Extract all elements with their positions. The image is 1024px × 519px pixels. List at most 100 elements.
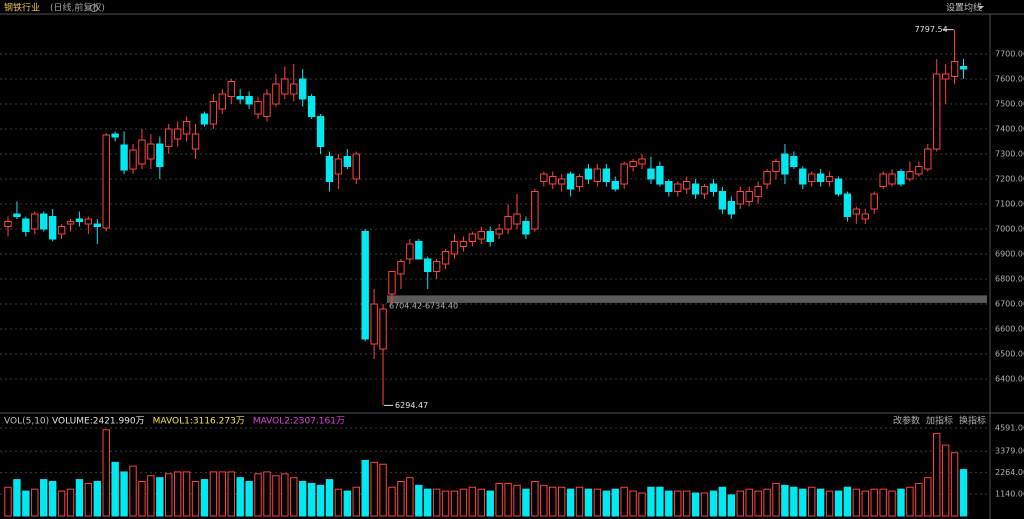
volume-bar — [522, 488, 530, 517]
candle-body — [933, 73, 941, 150]
volume-bar — [709, 490, 718, 517]
legend-text: VOLUME:2421.990万 — [52, 417, 145, 427]
candle-body — [263, 93, 271, 117]
candle-body — [745, 191, 753, 202]
volume-bar — [40, 479, 48, 517]
high-label: 7797.54 — [915, 25, 948, 34]
volume-bar — [682, 490, 691, 517]
indicator-button[interactable]: 换指标 — [959, 415, 986, 427]
candle-body — [727, 201, 736, 215]
candle-body — [620, 163, 628, 185]
indicator-button[interactable]: 改参数 — [893, 415, 920, 427]
candle-body — [629, 161, 637, 167]
volume-bar — [888, 490, 896, 517]
y-tick-label: 7200.00 — [995, 175, 1024, 184]
menu-caret[interactable] — [978, 6, 984, 9]
candle-body — [298, 78, 307, 100]
candle-body — [120, 144, 128, 171]
candle-body — [191, 133, 200, 150]
candle-body — [709, 183, 718, 192]
volume-bar — [772, 482, 780, 517]
candle-body — [129, 149, 137, 170]
candle-body — [102, 134, 110, 229]
candle-body — [406, 243, 414, 260]
volume-bar — [290, 477, 298, 517]
candle-body — [441, 251, 450, 265]
candle-body — [495, 228, 503, 235]
volume-bar — [665, 490, 673, 517]
candle-body — [549, 176, 557, 185]
volume-bar — [334, 488, 343, 517]
volume-bar — [557, 486, 566, 517]
y-tick-label: 7700.00 — [995, 50, 1024, 59]
candle-body — [906, 171, 914, 180]
candle-body — [852, 208, 861, 215]
volume-bar — [941, 444, 950, 517]
volume-bar — [343, 490, 352, 517]
y-tick-label: 4591.00 — [995, 424, 1024, 433]
volume-bar — [584, 488, 593, 517]
candle-body — [799, 168, 807, 185]
candle-body — [93, 223, 101, 227]
candle-body — [593, 168, 602, 182]
settings-gear[interactable] — [90, 4, 98, 12]
y-tick-label: 6500.00 — [995, 350, 1024, 359]
volume-bar — [93, 480, 101, 517]
candle-body — [343, 156, 352, 167]
settings-icon[interactable] — [90, 4, 98, 12]
candle-body — [879, 173, 887, 187]
indicator-button[interactable]: 加指标 — [926, 415, 953, 427]
volume-bar — [700, 492, 709, 517]
volume-bar — [549, 486, 557, 517]
candle-body — [432, 261, 441, 272]
candle-body — [816, 173, 825, 182]
volume-bar — [129, 465, 137, 517]
volume-bar — [897, 488, 905, 517]
volume-bar — [486, 490, 494, 517]
volume-bar — [75, 479, 84, 517]
volume-bar — [120, 471, 128, 517]
volume-bar — [415, 484, 423, 517]
candle-body — [397, 261, 405, 275]
candle-body — [75, 218, 84, 222]
volume-bar — [870, 488, 878, 517]
volume-bar — [22, 490, 30, 517]
candle-body — [173, 128, 182, 140]
candle-body — [138, 139, 146, 165]
candle-body — [557, 178, 566, 185]
volume-bar — [325, 479, 334, 517]
candle-body — [504, 216, 512, 230]
volume-bar — [182, 471, 191, 517]
candle-body — [611, 181, 619, 190]
volume-bar — [370, 461, 378, 517]
volume-bar — [531, 480, 539, 517]
candle-body — [459, 241, 468, 247]
candle-body — [31, 213, 39, 230]
volume-bar — [656, 486, 664, 517]
candle-body — [111, 133, 119, 138]
candle-body — [4, 221, 12, 227]
candle-body — [468, 233, 477, 242]
candle-body — [656, 166, 664, 185]
volume-bar — [298, 480, 307, 517]
volume-bar — [441, 490, 450, 517]
candle-body — [700, 186, 709, 195]
candle-body — [334, 158, 343, 175]
volume-bar — [754, 490, 762, 517]
volume-bar — [808, 486, 816, 517]
y-tick-label: 7000.00 — [995, 225, 1024, 234]
volume-title: VOL(5,10) — [4, 417, 49, 427]
candle-body — [227, 81, 235, 97]
volume-bar — [111, 461, 119, 517]
candle-body — [182, 121, 191, 135]
menu-button[interactable]: 设置均线 — [946, 2, 982, 14]
volume-bar — [57, 490, 66, 517]
volume-bar — [147, 475, 155, 517]
candle-body — [486, 231, 494, 242]
volume-bar — [424, 488, 432, 517]
candle-body — [209, 101, 218, 125]
candle-body — [566, 173, 575, 190]
candle-body — [825, 176, 834, 182]
volume-bar — [272, 475, 280, 517]
